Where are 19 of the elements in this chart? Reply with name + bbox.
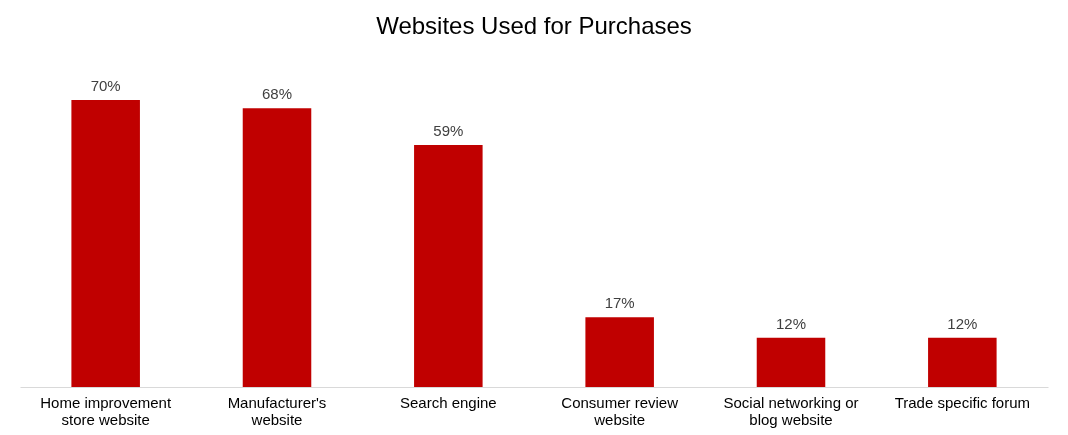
x-tick-label: Social networking or blog website <box>723 393 859 428</box>
data-label: 17% <box>604 294 635 312</box>
data-label: 12% <box>947 314 978 332</box>
bar <box>414 145 483 387</box>
chart-title: Websites Used for Purchases <box>376 12 692 39</box>
x-tick-label: Trade specific forum <box>894 393 1030 411</box>
bar <box>928 337 997 387</box>
data-label: 59% <box>433 122 464 140</box>
x-tick-label: Consumer review website <box>561 393 679 428</box>
x-tick-label: Home improvement store website <box>40 393 172 428</box>
bar <box>71 100 140 387</box>
x-tick-label: Manufacturer's website <box>227 393 327 428</box>
bar <box>242 108 312 387</box>
x-tick-label: Search engine <box>399 393 497 411</box>
data-label: 70% <box>90 77 121 94</box>
data-label: 68% <box>261 85 293 103</box>
bar <box>756 337 826 387</box>
bar <box>585 317 654 387</box>
data-label: 12% <box>775 314 807 332</box>
